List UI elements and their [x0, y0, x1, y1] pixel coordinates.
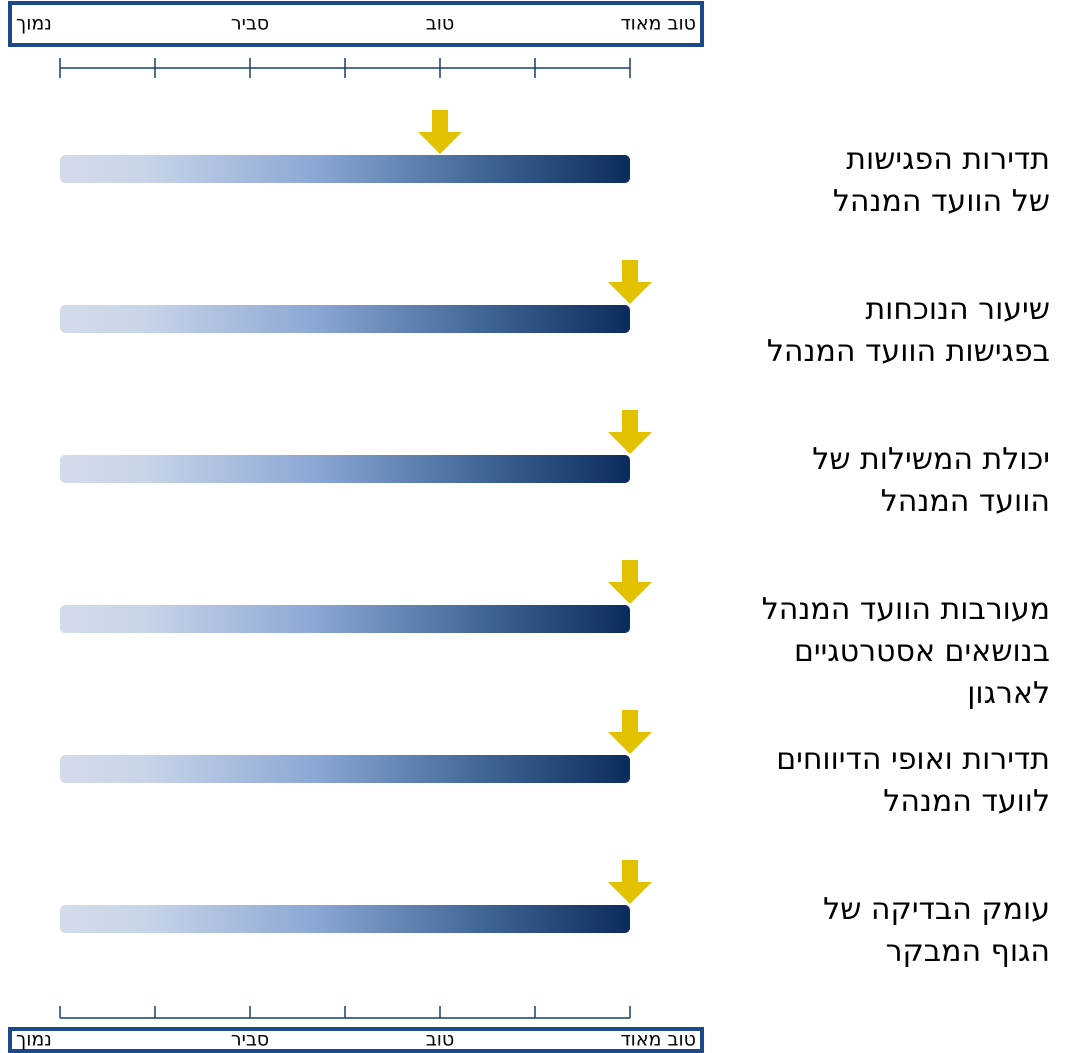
- top-scale-label: נמוך: [16, 13, 52, 35]
- criterion-label: תדירות ואופי הדיווחים לוועד המנהל: [776, 742, 1050, 819]
- rating-arrow: [608, 260, 652, 304]
- scale-bar: [60, 155, 630, 183]
- scale-bar: [60, 905, 630, 933]
- bottom-scale-label: נמוך: [16, 1029, 52, 1051]
- criterion-label: עומק הבדיקה של הגוף המבקר: [823, 892, 1050, 969]
- scale-bar: [60, 605, 630, 633]
- rating-arrow: [608, 560, 652, 604]
- rating-arrow: [418, 110, 462, 154]
- criterion-label: שיעור הנוכחות בפגישות הוועד המנהל: [766, 292, 1050, 369]
- rating-arrow: [608, 410, 652, 454]
- rating-arrow: [608, 710, 652, 754]
- criterion-label: יכולת המשילות של הוועד המנהל: [812, 442, 1050, 519]
- criterion-label: מעורבות הוועד המנהל בנושאים אסטרטגיים לא…: [761, 592, 1050, 711]
- rating-arrow: [608, 860, 652, 904]
- top-scale-label: טוב מאוד: [620, 13, 696, 35]
- scale-bar: [60, 755, 630, 783]
- scale-bar: [60, 455, 630, 483]
- bottom-scale-label: סביר: [231, 1029, 269, 1051]
- bottom-scale-label: טוב: [426, 1029, 454, 1051]
- top-scale-label: סביר: [231, 13, 269, 35]
- criterion-label: תדירות הפגישות של הוועד המנהל: [832, 142, 1050, 219]
- bottom-scale-box: [8, 1027, 704, 1053]
- top-scale-box: [8, 1, 704, 47]
- scale-bar: [60, 305, 630, 333]
- bottom-scale-label: טוב מאוד: [620, 1029, 696, 1051]
- top-scale-label: טוב: [426, 13, 454, 35]
